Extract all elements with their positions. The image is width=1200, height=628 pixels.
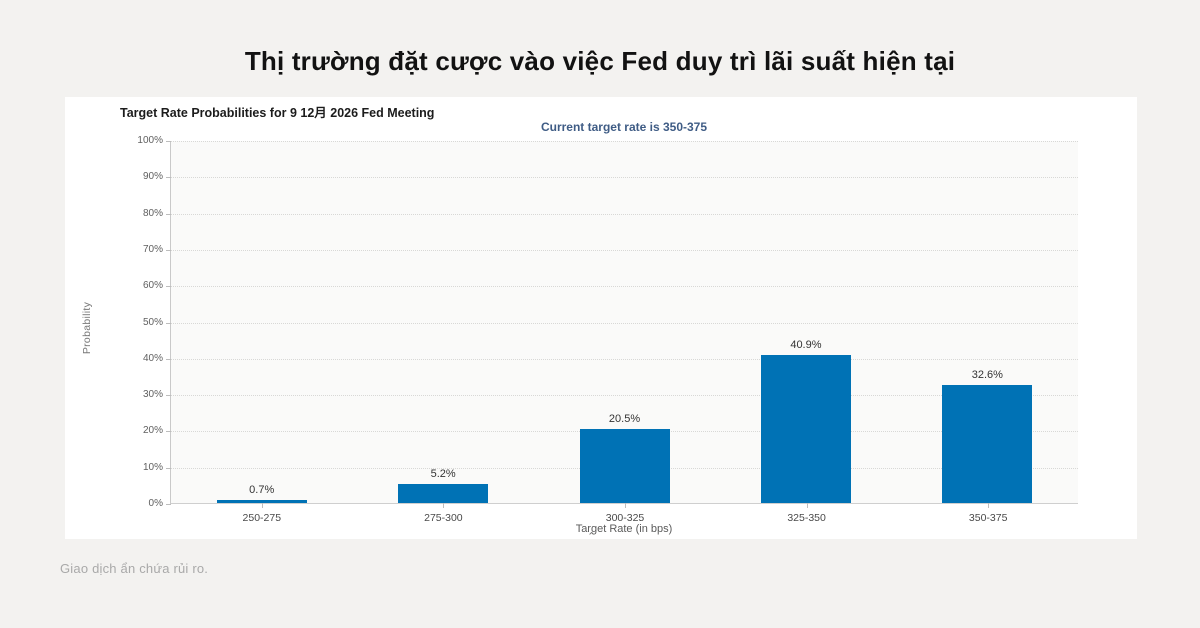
y-tick-mark	[166, 141, 171, 142]
bar-value-label: 32.6%	[971, 368, 1003, 381]
chart-title: Target Rate Probabilities for 9 12月 2026…	[120, 106, 435, 120]
y-tick-label: 100%	[137, 135, 163, 146]
y-tick-label: 0%	[148, 498, 163, 509]
y-tick-mark	[166, 504, 171, 505]
bar-value-label: 20.5%	[608, 412, 641, 425]
y-tick-label: 60%	[142, 280, 163, 292]
x-tick-label: 325-350	[787, 512, 826, 524]
gridline	[171, 213, 1078, 215]
x-tick-mark	[806, 503, 808, 508]
y-tick-mark	[166, 431, 171, 433]
y-tick-label: 50%	[142, 316, 163, 328]
gridline	[171, 249, 1078, 251]
y-tick-label: 10%	[142, 461, 163, 473]
y-axis-title: Probability	[81, 301, 93, 355]
y-tick-label: 70%	[142, 243, 163, 255]
gridline	[171, 358, 1078, 360]
bar-value-label: 40.9%	[790, 338, 822, 351]
bar	[398, 484, 489, 503]
x-tick-mark	[443, 503, 445, 508]
y-tick-mark	[166, 286, 171, 288]
bar-slot: 40.9%	[715, 141, 896, 503]
x-axis-title: Target Rate (in bps)	[575, 523, 673, 535]
bar	[942, 384, 1033, 503]
x-tick-mark	[988, 503, 990, 508]
y-tick-mark	[166, 322, 171, 324]
y-tick-label: 20%	[142, 425, 163, 437]
plot-area: 100% 90% 80% 70% 60% 50% 40% 30% 20% 10% 0% 0.7% 5.…	[137, 135, 1078, 524]
x-tick-label: 275-300	[424, 512, 463, 524]
y-tick-label: 30%	[142, 389, 163, 401]
gridline	[171, 141, 1078, 142]
y-tick-label: 90%	[142, 171, 163, 183]
gridline	[171, 177, 1078, 179]
page-title: Thị trường đặt cược vào việc Fed duy trì…	[244, 46, 956, 76]
x-tick-label: 250-275	[242, 512, 282, 524]
y-tick-mark	[166, 177, 171, 179]
y-tick-label: 80%	[142, 207, 163, 219]
x-tick-mark	[625, 503, 626, 508]
bar-series: 0.7% 5.2% 20.5% 40.9% 32.6%	[171, 141, 1078, 503]
caret-icon: ⌃	[587, 531, 597, 543]
gridline	[171, 395, 1078, 397]
bar-value-label: 5.2%	[430, 468, 456, 481]
y-tick-mark	[166, 249, 171, 251]
x-tick-label: 300-325	[605, 512, 645, 524]
y-tick-mark	[166, 467, 171, 469]
chart-subtitle: Current target rate is 350-375	[540, 120, 708, 134]
chart-panel: Target Rate Probabilities for 9 12月 2026…	[65, 97, 1137, 543]
bar	[216, 500, 307, 503]
y-tick-mark	[166, 213, 171, 215]
bar-slot: 20.5%	[534, 141, 715, 503]
gridline	[171, 286, 1078, 288]
bar-slot: 0.7%	[171, 141, 352, 503]
risk-disclaimer: Giao dịch ẩn chứa rủi ro.	[60, 561, 209, 576]
bar-slot: 32.6%	[897, 141, 1078, 503]
bar-value-label: 0.7%	[249, 484, 275, 497]
x-tick-label: 350-375	[968, 512, 1008, 524]
bar	[579, 428, 670, 503]
y-tick-mark	[166, 358, 171, 360]
bar	[760, 354, 851, 503]
y-tick-mark	[166, 395, 171, 397]
gridline	[171, 322, 1078, 324]
x-tick-mark	[261, 503, 263, 508]
y-tick-label: 40%	[142, 352, 163, 364]
bar-slot: 5.2%	[352, 141, 533, 503]
